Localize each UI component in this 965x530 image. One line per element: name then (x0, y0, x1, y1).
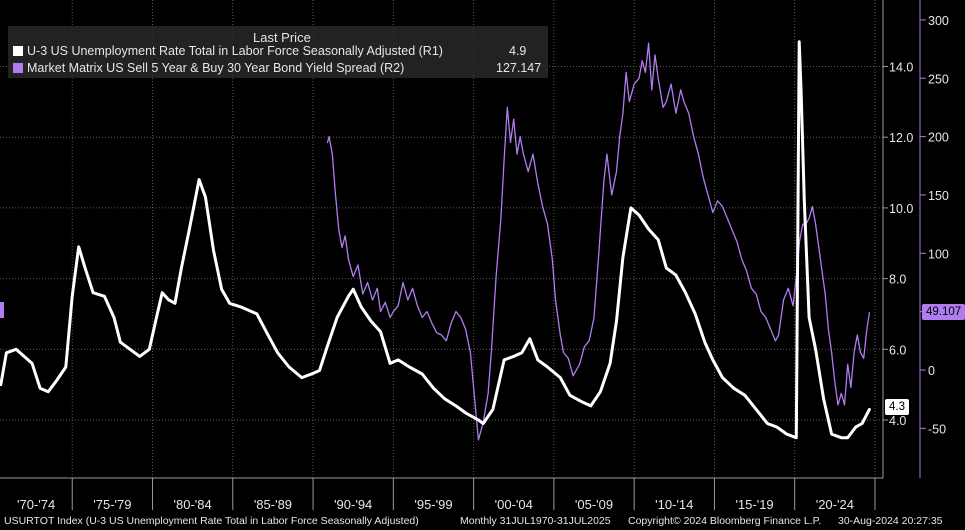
footer-copyright: Copyright© 2024 Bloomberg Finance L.P. (628, 515, 822, 527)
legend-label: U-3 US Unemployment Rate Total in Labor … (27, 44, 443, 58)
footer: USURTOT Index (U-3 US Unemployment Rate … (0, 514, 965, 530)
x-tick-label: '90-'94 (334, 497, 372, 512)
x-tick-label: '10-'14 (655, 497, 693, 512)
r1-tick-label: 14.0 (889, 61, 913, 75)
legend-label: Market Matrix US Sell 5 Year & Buy 30 Ye… (27, 61, 405, 75)
x-axis: '70-'74 '75-'79 '80-'84 '85-'89 '90-'94 '95-'… (0, 477, 883, 512)
r2-tick-label: 300 (928, 14, 949, 28)
r1-tick-label: 8.0 (889, 273, 906, 287)
r1-axis: 4.0 6.0 8.0 10.0 12.0 14.0 (882, 0, 913, 478)
r2-tick-label: 100 (928, 247, 949, 261)
unemployment-rate-line (0, 40, 871, 440)
r1-tick-label: 10.0 (889, 202, 913, 216)
x-tick-label: '20-'24 (816, 497, 854, 512)
r2-tick-label: 0 (928, 364, 935, 378)
footer-ticker: USURTOT Index (U-3 US Unemployment Rate … (4, 515, 419, 527)
x-tick-label: '80-'84 (174, 497, 212, 512)
x-tick-label: '95-'99 (414, 497, 452, 512)
last-value-label-r1: 4.3 (885, 399, 909, 415)
left-edge-marker (0, 302, 4, 318)
legend-swatch-white (13, 46, 23, 56)
x-tick-label: '70-'74 (17, 497, 55, 512)
x-tick-label: '85-'89 (254, 497, 292, 512)
r1-tick-label: 12.0 (889, 131, 913, 145)
legend-entry-unemployment: U-3 US Unemployment Rate Total in Labor … (13, 44, 526, 58)
series-layer (0, 40, 871, 441)
x-tick-label: '05-'09 (575, 497, 613, 512)
r2-tick-label: -50 (928, 422, 946, 436)
r2-tick-label: 250 (928, 72, 949, 86)
r2-tick-label: 200 (928, 131, 949, 145)
last-value-label-r2: 49.107 (922, 304, 965, 320)
x-tick-label: '75-'79 (93, 497, 131, 512)
legend-title: Last Price (253, 30, 311, 45)
r2-tick-label: 150 (928, 189, 949, 203)
legend-entry-spread: Market Matrix US Sell 5 Year & Buy 30 Ye… (13, 61, 541, 75)
legend-last-value: 127.147 (496, 61, 542, 75)
legend: Last Price U-3 US Unemployment Rate Tota… (8, 26, 548, 78)
x-tick-label: '00-'04 (495, 497, 533, 512)
x-tick-label: '15-'19 (735, 497, 773, 512)
legend-swatch-purple (13, 63, 23, 73)
r1-tick-label: 6.0 (889, 343, 906, 357)
footer-range: Monthly 31JUL1970-31JUL2025 (460, 515, 611, 527)
r1-tick-label: 4.0 (889, 414, 906, 428)
footer-timestamp: 30-Aug-2024 20:27:35 (838, 515, 943, 527)
legend-last-value: 4.9 (509, 44, 527, 58)
yield-spread-line (326, 42, 871, 441)
r2-axis: -50050100150200250300 (919, 0, 949, 478)
